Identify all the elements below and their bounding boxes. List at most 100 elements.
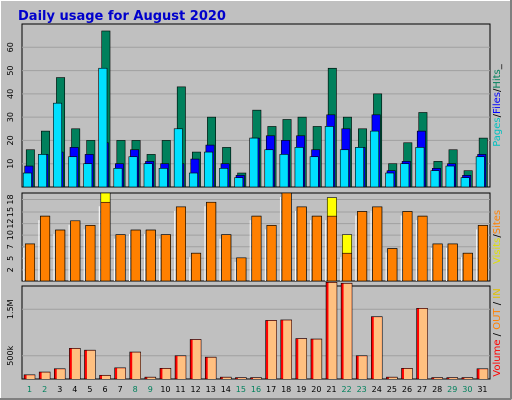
bar-pages [53,102,63,188]
bar-sites [326,215,337,282]
panel-bottom: 500k 1.5M Volume / OUT / IN [6,281,503,380]
bar-out [283,320,292,379]
bar-sites [266,225,277,282]
bar-sites [221,234,232,282]
bar-sites [296,206,307,282]
y-tick-label: 20 [6,135,15,145]
bar-sites [85,225,96,282]
chart-title: Daily usage for August 2020 [18,9,226,24]
day-labels: 1 2 3 4 5 6 7 8 9 10 11 12 13 14 15 16 17 18 19 20 21 22 23 24 2… [27,385,488,394]
bar-sites [25,243,35,282]
bar-pages [173,128,183,188]
bar-pages [385,172,395,188]
x-tick-label-day: 19 [296,385,306,394]
bar-sites [175,206,186,282]
bar-sites [342,252,353,282]
bar-out [177,356,186,379]
bar-out [252,378,262,379]
bar-sites [206,201,217,282]
bar-out [86,350,96,379]
x-tick-label-day: 15 [236,385,246,394]
x-tick-label-day: 16 [251,385,261,394]
bar-out [71,348,80,379]
x-tick-label-day: 26 [402,385,412,394]
y-tick-label: 2 [6,267,15,272]
x-tick-label-day: 4 [72,385,77,394]
y-tick-label: 12 [6,218,15,228]
y-tick-label: 7 [6,244,15,249]
x-tick-label-day: 18 [281,385,291,394]
bar-out [419,308,428,379]
side-label-part: Sites [492,210,503,234]
bar-sites [417,215,428,282]
bar-out [102,375,111,379]
x-tick-label-day: 10 [160,385,170,394]
y-tick-label: 15 [6,207,15,217]
x-tick-label-day: 14 [221,385,231,394]
plot-area-bottom [21,285,491,380]
side-label-part: Hits [492,69,503,88]
side-label-part: Files [492,92,503,114]
side-label-part: / [492,299,503,309]
bar-pages [415,147,425,188]
bar-out [358,356,367,379]
x-tick-label-day: 3 [57,385,62,394]
bar-sites [145,229,156,282]
bar-out [298,339,307,379]
bar-out [449,378,458,379]
bar-pages [98,67,108,188]
bar-sites [55,229,66,282]
bar-pages [279,154,289,188]
bar-pages [38,154,47,188]
x-tick-label-day: 11 [175,385,185,394]
bar-pages [309,156,319,188]
bar-pages [113,168,123,188]
side-label-top: Pages/Files/Hits_ [492,63,503,147]
bar-out [328,282,337,379]
bar-pages [430,170,440,188]
x-tick-label-day: 20 [311,385,321,394]
x-tick-label-day: 25 [387,385,397,394]
x-tick-label-day: 9 [148,385,153,394]
y-tick-label: 60 [6,42,15,52]
bar-sites [160,234,171,282]
bar-pages [22,172,32,188]
bar-out [464,378,473,379]
bar-pages [188,172,198,188]
bar-pages [400,163,410,188]
bar-out [222,377,231,379]
bar-sites [447,243,458,282]
y-tick-label: 10 [6,159,15,169]
x-tick-label-day: 17 [266,385,276,394]
bar-out [268,320,277,379]
bar-out [237,378,247,379]
bar-sites [402,211,413,282]
x-tick-label-day: 6 [102,385,107,394]
bar-pages [143,163,153,188]
side-label-part: / [492,113,503,117]
side-label-part: / [492,330,503,340]
x-tick-label-day: 8 [133,385,138,394]
x-tick-label-day: 23 [357,385,367,394]
bar-sites [100,201,111,282]
bar-sites [372,206,383,282]
bar-sites [115,234,126,282]
y-tick-label: 1.5M [6,299,15,319]
side-label-part: / [492,88,503,92]
bar-sites [281,192,292,282]
bar-out [313,339,322,379]
y-tick-label: 30 [6,112,15,122]
y-tick-label: 40 [6,89,15,99]
x-tick-label-day: 24 [372,385,382,394]
bar-sites [462,252,473,282]
bar-pages [264,149,274,188]
bar-pages [128,156,138,188]
bar-out [373,317,382,379]
bar-pages [294,147,304,188]
bar-pages [204,151,213,188]
bar-pages [475,156,485,188]
